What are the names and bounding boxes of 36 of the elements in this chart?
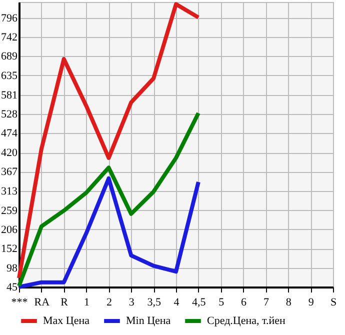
x-tick-label: RA — [34, 296, 50, 308]
y-tick-label: 581 — [1, 89, 18, 102]
y-tick-label: 796 — [1, 12, 18, 24]
x-tick-label: 9 — [308, 296, 314, 308]
x-tick-label: 4 — [174, 296, 180, 308]
y-tick-label: 259 — [1, 204, 18, 217]
y-tick-label: 689 — [1, 50, 18, 63]
y-tick-label: 206 — [1, 224, 18, 236]
x-tick-label: 2 — [106, 296, 112, 308]
y-tick-label: 420 — [1, 147, 18, 160]
x-tick-label: 3,5 — [147, 296, 162, 308]
x-tick-label: 7 — [263, 296, 270, 308]
x-tick-label: 4,5 — [192, 296, 206, 308]
y-tick-label: 367 — [1, 166, 18, 178]
y-tick-label: 474 — [1, 128, 18, 140]
x-tick-label: S — [330, 296, 337, 308]
y-tick-label: 152 — [1, 243, 18, 256]
y-tick-label: 742 — [1, 32, 18, 44]
x-tick-label: 6 — [241, 296, 248, 308]
x-tick-label: 3 — [128, 296, 135, 308]
x-tick-label: R — [60, 296, 69, 308]
x-tick-label: 8 — [286, 296, 292, 308]
legend-label: Max Цена — [43, 315, 90, 327]
legend-label: Min Цена — [126, 315, 171, 327]
legend-label: Сред.Цена, т.йен — [207, 315, 286, 327]
y-tick-label: 45 — [6, 282, 18, 294]
y-tick-label: 313 — [1, 185, 18, 198]
line-series — [17, 176, 200, 289]
y-tick-label: 635 — [1, 70, 18, 82]
y-tick-label: 98 — [6, 262, 18, 274]
x-tick-label: *** — [11, 296, 28, 308]
y-tick-label: 528 — [1, 108, 18, 120]
x-tick-label: 1 — [84, 296, 90, 308]
x-tick-label: 5 — [218, 296, 225, 308]
line-series — [17, 2, 200, 280]
line-series — [17, 111, 200, 288]
